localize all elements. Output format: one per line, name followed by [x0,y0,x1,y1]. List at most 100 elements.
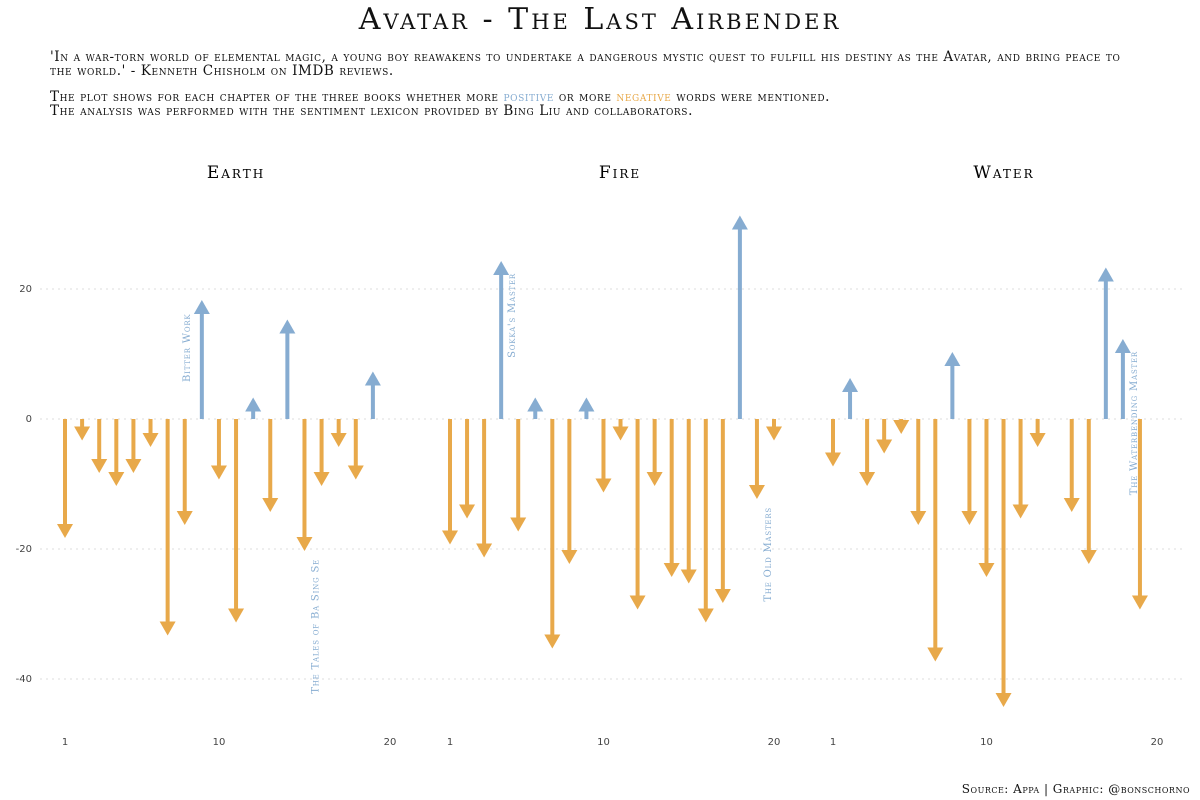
arrow-head [1114,339,1131,353]
chart-caption: Source: Appa | Graphic: @bonschorno [961,782,1190,796]
negative-arrow [159,419,176,636]
arrow-head [1063,498,1080,512]
x-tick-label: 1 [62,737,68,748]
arrow-head [57,524,73,538]
negative-arrow [176,419,193,525]
negative-arrow [680,419,697,584]
negative-arrow [510,419,527,532]
arrow-head [859,472,876,486]
arrow-head [680,569,697,584]
arrow-head [159,621,176,636]
arrow-head [766,426,782,441]
x-tick-label: 10 [980,737,993,748]
arrow-head [330,433,347,447]
chart-title: Avatar - The Last Airbender [358,2,842,37]
arrow-head [1131,595,1148,610]
arrow-head [561,550,578,564]
arrow-head [245,397,262,412]
negative-arrow [313,419,330,486]
chart-subtitle: 'In a war-torn world of elemental magic,… [50,50,1130,130]
episode-annotation: The Tales of Ba Sing Se [310,559,321,694]
negative-arrow [459,419,476,519]
negative-arrow [876,419,893,454]
arrow-head [995,693,1012,707]
subtitle-line2-post: words were mentioned. [671,89,831,105]
positive-legend-word: positive [503,89,555,105]
arrow-head [927,647,944,662]
arrow-head [578,397,595,412]
arrow-head [731,215,748,230]
subtitle-legend-line: The plot shows for each chapter of the t… [50,90,1130,118]
negative-arrow [859,419,876,486]
y-tick-label: 0 [26,414,32,425]
x-tick-label: 1 [447,737,453,748]
arrow-head [663,563,680,577]
arrow-head [825,452,841,467]
negative-arrow [544,419,561,649]
negative-arrow [1131,419,1148,610]
y-tick-label: -20 [16,544,32,555]
arrow-head [279,319,296,334]
negative-arrow [612,419,629,441]
negative-arrow [442,419,458,545]
positive-arrow [364,371,381,419]
y-tick-label: -40 [16,674,32,685]
positive-arrow [279,319,296,419]
arrow-head [125,459,142,473]
arrow-head [1097,267,1114,282]
positive-arrow [527,397,544,419]
negative-arrow [697,419,714,623]
arrow-head [697,608,714,623]
arrow-head [442,530,458,545]
arrow-head [364,371,381,386]
arrow-head [961,511,978,525]
panel-title: Earth [207,163,265,183]
panel-water: Water 1 10 20 The Waterbending Master [825,163,1163,748]
episode-annotation: Sokka's Master [507,273,518,358]
arrow-head [1029,433,1046,447]
negative-arrow [978,419,995,577]
arrow-head [313,472,330,486]
negative-arrow [893,419,910,434]
negative-arrow [714,419,731,603]
y-tick-label: 20 [19,284,32,295]
negative-arrow [210,419,227,480]
negative-arrow [995,419,1012,707]
negative-arrow [476,419,493,558]
arrow-head [91,459,108,473]
negative-arrow [961,419,978,525]
negative-arrow [228,419,245,623]
arrow-head [193,300,210,314]
episode-annotation: The Old Masters [763,507,774,602]
negative-arrow [927,419,944,662]
negative-arrow [561,419,578,564]
arrow-head [876,439,893,454]
arrow-head [510,517,527,532]
arrow-head [893,420,910,434]
negative-legend-word: negative [616,89,672,105]
arrow-head [748,485,765,499]
negative-arrow [825,419,841,467]
arrow-head [910,511,927,525]
negative-arrow [91,419,108,473]
positive-arrow [245,397,262,419]
arrow-head [210,465,227,480]
arrow-head [142,433,159,447]
negative-arrow [330,419,347,447]
arrow-head [842,378,859,392]
negative-arrow [748,419,765,499]
arrow-head [612,426,629,441]
arrow-head [944,352,961,366]
negative-arrow [142,419,159,447]
subtitle-quote: 'In a war-torn world of elemental magic,… [50,49,1121,79]
x-tick-label: 1 [830,737,836,748]
arrow-head [527,397,544,412]
positive-arrow [944,352,961,419]
arrow-head [1012,504,1029,519]
x-tick-label: 20 [384,737,397,748]
negative-arrow [347,419,364,480]
negative-arrow [74,419,91,441]
arrow-head [646,472,663,486]
arrow-head [262,498,279,512]
arrow-head [595,478,612,493]
